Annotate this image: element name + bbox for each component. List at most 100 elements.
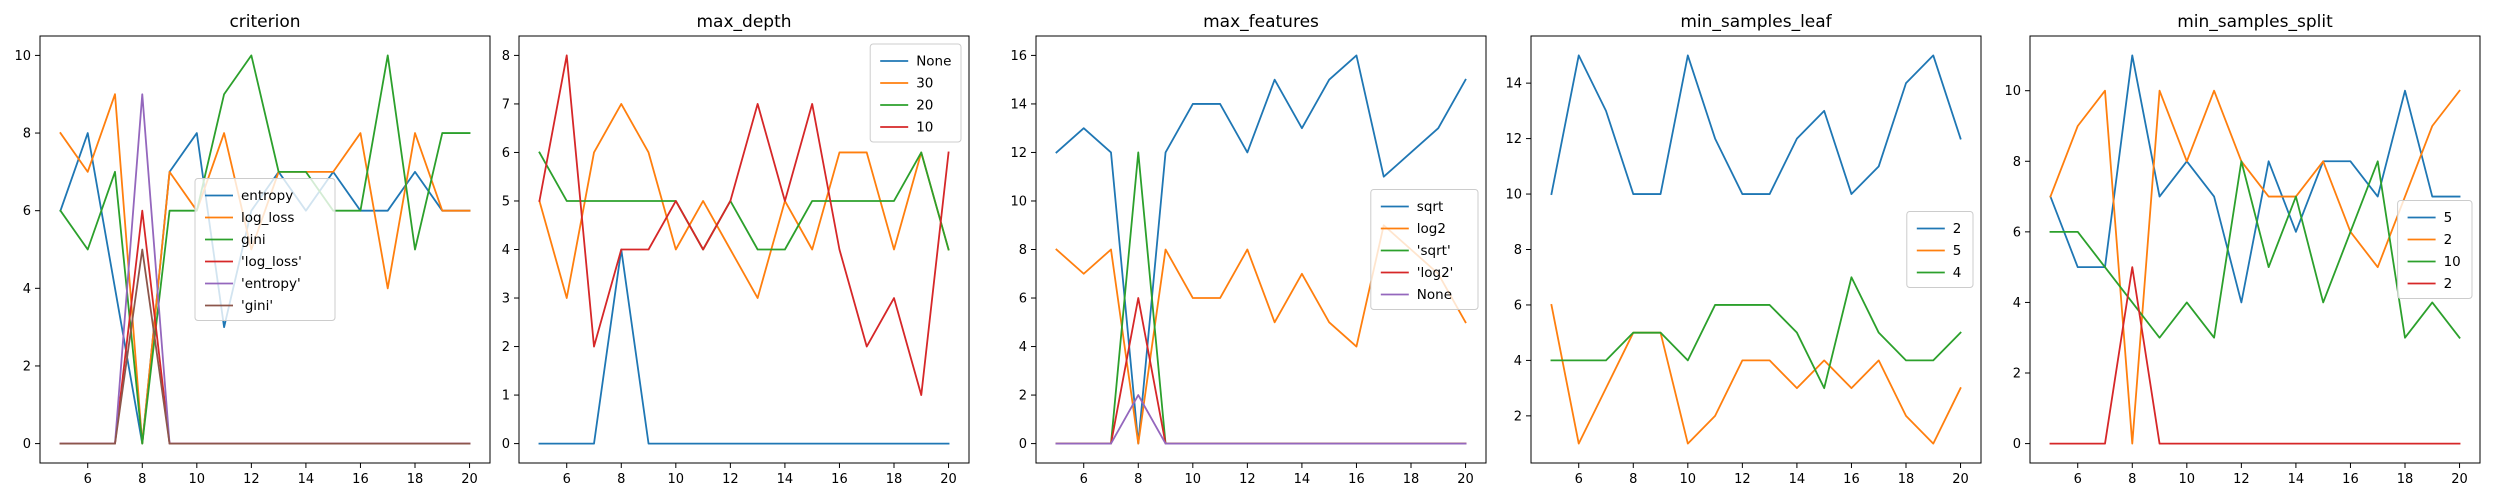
legend-box <box>194 178 336 321</box>
axes-frame <box>1035 35 1487 464</box>
x-tick-label: 14 <box>298 472 315 487</box>
series-line-2 <box>1550 276 1962 390</box>
x-tick-label: 10 <box>668 472 685 487</box>
y-tick-label: 10 <box>14 49 31 64</box>
series-line-2 <box>59 54 471 445</box>
legend-label: log_loss <box>241 210 294 226</box>
legend-box <box>1906 211 1974 288</box>
x-tick-label: 14 <box>1789 472 1806 487</box>
x-tick-label: 16 <box>1348 472 1365 487</box>
series-line-1 <box>2049 89 2461 445</box>
y-tick-label: 0 <box>502 437 510 452</box>
x-tick-label: 14 <box>1294 472 1311 487</box>
x-tick-label: 12 <box>1734 472 1751 487</box>
x-tick-label: 12 <box>2233 472 2250 487</box>
x-tick-label: 10 <box>1185 472 1202 487</box>
x-tick-label: 16 <box>2342 472 2359 487</box>
legend-label: 2 <box>2444 276 2453 292</box>
axes-frame <box>39 35 491 464</box>
y-tick-label: 2 <box>1514 409 1522 424</box>
y-tick-label: 6 <box>1514 298 1522 313</box>
legend-label: entropy <box>241 188 293 204</box>
x-tick-label: 18 <box>2397 472 2414 487</box>
y-tick-label: 10 <box>2004 84 2021 99</box>
axes-frame <box>1530 35 1982 464</box>
x-tick-label: 16 <box>1843 472 1860 487</box>
y-tick-label: 14 <box>1505 77 1522 92</box>
chart-title: min_samples_split <box>2177 12 2333 32</box>
legend-label: gini <box>241 232 266 248</box>
y-tick-label: 8 <box>2013 155 2021 170</box>
series-line-3 <box>2049 266 2461 445</box>
series-line-4 <box>1055 394 1467 445</box>
x-tick-label: 12 <box>243 472 260 487</box>
y-tick-label: 3 <box>502 292 510 307</box>
x-tick-label: 18 <box>886 472 903 487</box>
legend-label: log2 <box>1417 221 1446 237</box>
x-tick-label: 8 <box>2128 472 2136 487</box>
y-tick-label: 12 <box>1010 146 1027 161</box>
y-tick-label: 4 <box>1019 340 1027 355</box>
x-tick-label: 6 <box>2074 472 2082 487</box>
legend-label: 5 <box>2444 210 2453 226</box>
x-tick-label: 8 <box>138 472 146 487</box>
legend-label: 10 <box>2444 254 2461 270</box>
legend: 5 2 10 2 <box>2397 200 2473 299</box>
y-tick-label: 0 <box>2013 437 2021 452</box>
subplot-criterion: criterion 6 8 10 12 14 16 18 20 0 2 4 6 8 10 entropy log… <box>14 12 491 487</box>
x-tick-label: 10 <box>189 472 206 487</box>
y-tick-label: 14 <box>1010 97 1027 112</box>
legend: None 30 20 10 <box>869 43 962 143</box>
y-tick-label: 2 <box>502 340 510 355</box>
legend-label: 'gini' <box>241 298 273 314</box>
x-tick-label: 8 <box>1134 472 1142 487</box>
y-tick-label: 8 <box>23 127 31 142</box>
y-tick-label: 4 <box>23 282 31 297</box>
x-tick-label: 14 <box>2288 472 2305 487</box>
legend-label: 20 <box>916 98 933 114</box>
x-tick-label: 10 <box>2179 472 2196 487</box>
series-line-1 <box>1550 303 1962 445</box>
x-tick-label: 14 <box>777 472 794 487</box>
y-tick-label: 16 <box>1010 49 1027 64</box>
legend-label: 5 <box>1953 243 1962 259</box>
axes-frame <box>2029 35 2481 464</box>
y-tick-label: 0 <box>23 437 31 452</box>
legend-label: None <box>916 54 951 70</box>
legend-label: 'sqrt' <box>1417 243 1451 259</box>
y-tick-label: 1 <box>502 389 510 404</box>
x-tick-label: 20 <box>1952 472 1969 487</box>
series-line-0 <box>2049 54 2461 304</box>
y-tick-label: 0 <box>1019 437 1027 452</box>
y-tick-label: 8 <box>1019 243 1027 258</box>
x-tick-label: 8 <box>617 472 625 487</box>
chart-title: max_features <box>1203 12 1319 32</box>
y-tick-label: 4 <box>1514 354 1522 369</box>
x-tick-label: 10 <box>1680 472 1697 487</box>
y-tick-label: 4 <box>2013 296 2021 311</box>
chart-title: criterion <box>229 12 300 32</box>
legend-box <box>2397 200 2473 299</box>
chart-title: min_samples_leaf <box>1680 12 1832 32</box>
x-tick-label: 6 <box>1575 472 1583 487</box>
series-line-3 <box>538 54 950 396</box>
y-tick-label: 12 <box>1505 132 1522 147</box>
x-tick-label: 8 <box>1629 472 1637 487</box>
x-tick-label: 18 <box>1898 472 1915 487</box>
x-tick-label: 20 <box>940 472 957 487</box>
series-line-2 <box>2049 160 2461 339</box>
y-tick-label: 6 <box>502 146 510 161</box>
legend-box <box>869 43 962 143</box>
subplot-min-samples-leaf: min_samples_leaf 6 8 10 12 14 16 18 20 2 4 6 8 10 12 14… <box>1505 12 1982 487</box>
y-tick-label: 2 <box>2013 367 2021 382</box>
x-tick-label: 6 <box>563 472 571 487</box>
subplot-max-features: max_features 6 8 10 12 14 16 18 20 0 2 4 6 8 10 12 14 16 s… <box>1010 12 1487 487</box>
y-tick-label: 10 <box>1010 194 1027 209</box>
x-tick-label: 6 <box>1080 472 1088 487</box>
x-tick-label: 20 <box>461 472 478 487</box>
y-tick-label: 5 <box>502 194 510 209</box>
y-tick-label: 2 <box>23 359 31 374</box>
legend-label: 2 <box>1953 221 1962 237</box>
y-tick-label: 4 <box>502 243 510 258</box>
